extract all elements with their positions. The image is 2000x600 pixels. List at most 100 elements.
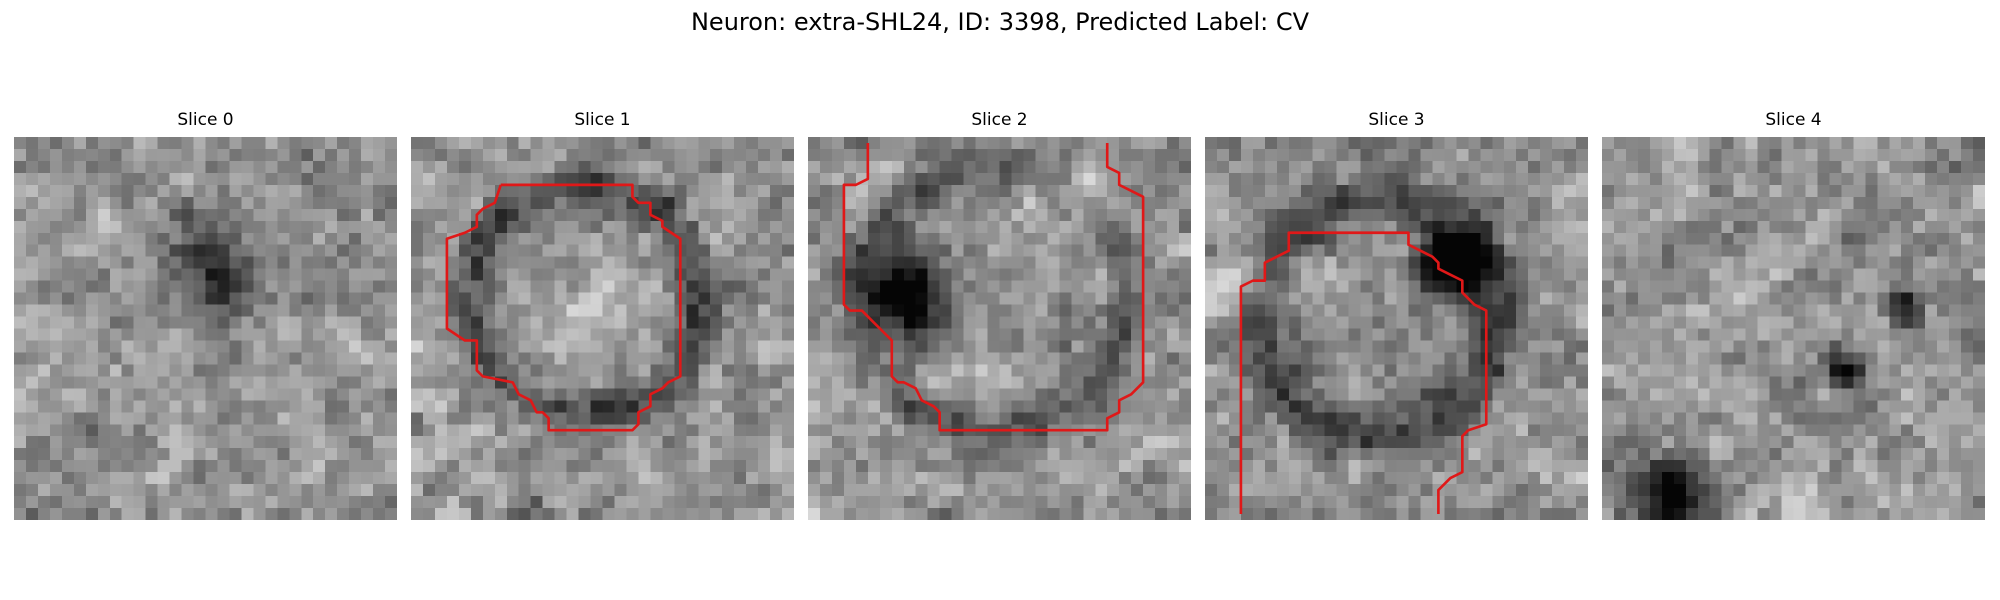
pixel (265, 376, 278, 389)
pixel (614, 148, 627, 162)
pixel (1697, 137, 1710, 150)
pixel (1240, 304, 1254, 317)
pixel (109, 292, 122, 305)
pixel (650, 280, 663, 293)
pixel (241, 412, 254, 425)
pixel (650, 316, 663, 329)
pixel (361, 448, 374, 461)
pixel (1276, 292, 1290, 305)
pixel (73, 472, 87, 485)
pixel (1083, 508, 1096, 520)
pixel (109, 328, 122, 341)
pixel (109, 400, 122, 413)
pixel (1047, 460, 1060, 473)
pixel (963, 364, 976, 377)
pixel (1179, 137, 1191, 150)
pixel (14, 472, 27, 485)
pixel (1709, 316, 1722, 329)
pixel (1155, 496, 1168, 509)
pixel (1071, 376, 1084, 389)
pixel (1240, 508, 1254, 520)
pixel (506, 508, 519, 520)
pixel (373, 448, 386, 461)
pixel (301, 496, 314, 509)
pixel (85, 328, 99, 341)
pixel (1661, 256, 1675, 269)
pixel (494, 148, 507, 162)
pixel (1649, 388, 1663, 401)
pixel (1781, 256, 1794, 269)
pixel (686, 232, 699, 245)
pixel (1408, 508, 1421, 520)
pixel (506, 316, 519, 329)
pixel (518, 508, 531, 520)
pixel (411, 196, 424, 210)
pixel (1576, 364, 1588, 377)
pixel (121, 496, 134, 509)
pixel (1661, 352, 1675, 365)
pixel (1925, 220, 1938, 233)
pixel (1829, 376, 1842, 389)
pixel (482, 400, 496, 413)
pixel (1252, 376, 1266, 389)
pixel (1107, 400, 1120, 413)
pixel (14, 196, 27, 210)
pixel (1360, 400, 1373, 413)
pixel (975, 448, 988, 461)
pixel (1155, 268, 1168, 281)
pixel (638, 376, 651, 389)
pixel (1420, 208, 1433, 222)
pixel (1288, 340, 1301, 353)
pixel (638, 256, 651, 269)
pixel (1288, 388, 1301, 401)
pixel (662, 388, 675, 401)
pixel (1697, 400, 1710, 413)
pixel (14, 280, 27, 293)
pixel (277, 472, 290, 485)
pixel (891, 472, 904, 485)
pixel (590, 256, 603, 269)
pixel (1853, 448, 1866, 461)
pixel (73, 328, 87, 341)
pixel (253, 316, 266, 329)
pixel (722, 232, 735, 245)
pixel (1757, 172, 1770, 186)
pixel (554, 484, 567, 497)
pixel (506, 460, 519, 473)
pixel (85, 376, 99, 389)
pixel (1913, 196, 1926, 210)
pixel (1240, 316, 1254, 329)
pixel (602, 184, 615, 198)
pixel (843, 172, 857, 186)
pixel (1155, 196, 1168, 210)
pixel (1841, 304, 1854, 317)
pixel (1889, 316, 1902, 329)
pixel (1649, 376, 1663, 389)
pixel (782, 232, 794, 245)
pixel (782, 352, 794, 365)
pixel (1312, 220, 1325, 233)
pixel (1336, 196, 1349, 210)
pixel (1961, 424, 1974, 437)
pixel (1649, 364, 1663, 377)
pixel (1733, 316, 1746, 329)
pixel (49, 184, 63, 198)
pixel (1071, 352, 1084, 365)
pixel (482, 364, 496, 377)
pixel (843, 292, 857, 305)
pixel (1095, 472, 1108, 485)
pixel (1673, 184, 1687, 198)
pixel (385, 280, 397, 293)
pixel (121, 148, 134, 162)
pixel (650, 448, 663, 461)
pixel (1444, 436, 1457, 449)
pixel (578, 268, 591, 281)
pixel (289, 220, 302, 233)
pixel (1901, 364, 1914, 377)
pixel (1793, 424, 1806, 437)
pixel (722, 424, 735, 437)
pixel (1613, 232, 1627, 245)
pixel (1059, 328, 1072, 341)
pixel (1757, 364, 1770, 377)
pixel (1973, 256, 1985, 269)
